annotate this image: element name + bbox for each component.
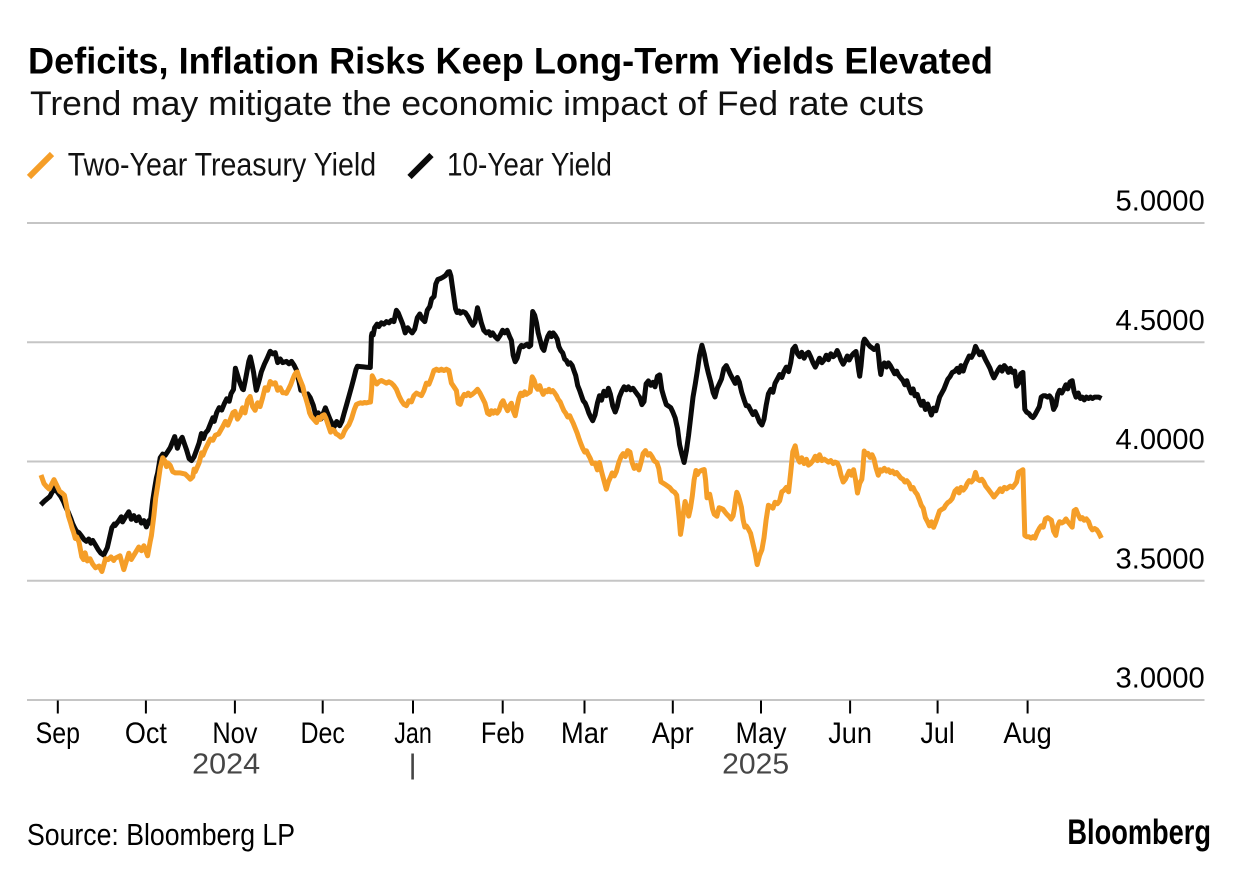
svg-text:Aug: Aug [1003,717,1052,750]
svg-text:5.0000: 5.0000 [1116,186,1205,218]
svg-text:Two-Year Treasury Yield: Two-Year Treasury Yield [68,146,376,182]
svg-text:3.5000: 3.5000 [1116,543,1205,575]
svg-text:Jul: Jul [920,717,954,750]
svg-text:Feb: Feb [481,717,525,750]
svg-text:2025: 2025 [722,749,789,781]
svg-text:Source: Bloomberg LP: Source: Bloomberg LP [27,817,295,852]
svg-text:Jun: Jun [828,717,872,750]
svg-text:Deficits, Inflation Risks Keep: Deficits, Inflation Risks Keep Long-Term… [28,39,993,81]
svg-text:Apr: Apr [652,717,694,750]
svg-text:Dec: Dec [301,717,345,750]
svg-text:4.0000: 4.0000 [1116,424,1205,456]
svg-text:Mar: Mar [561,717,608,750]
svg-text:May: May [736,717,787,750]
svg-text:Bloomberg: Bloomberg [1067,813,1211,852]
svg-text:2024: 2024 [192,749,260,781]
svg-text:3.0000: 3.0000 [1116,663,1205,695]
svg-text:Oct: Oct [125,717,168,750]
svg-text:Sep: Sep [36,717,80,750]
svg-text:Trend may mitigate the economi: Trend may mitigate the economic impact o… [30,85,924,123]
svg-text:Jan: Jan [394,717,432,750]
svg-text:10-Year Yield: 10-Year Yield [447,146,612,182]
svg-text:4.5000: 4.5000 [1116,305,1205,337]
svg-text:Nov: Nov [212,717,257,750]
